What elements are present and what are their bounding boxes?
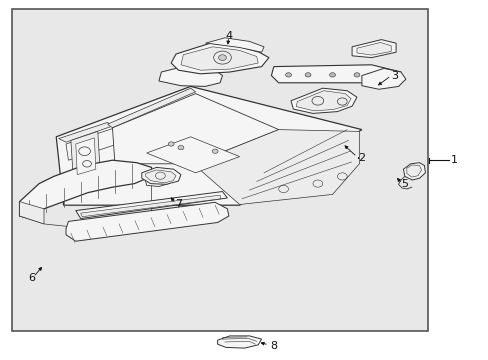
Polygon shape	[171, 43, 268, 74]
Polygon shape	[142, 167, 181, 184]
Polygon shape	[290, 88, 356, 113]
Text: 5: 5	[400, 179, 407, 189]
Circle shape	[178, 145, 183, 150]
Text: 8: 8	[269, 341, 277, 351]
Circle shape	[168, 142, 174, 146]
Polygon shape	[193, 130, 359, 204]
Circle shape	[305, 73, 310, 77]
Text: 3: 3	[390, 71, 397, 81]
Polygon shape	[217, 336, 261, 348]
Polygon shape	[159, 65, 222, 86]
Circle shape	[212, 149, 218, 153]
Polygon shape	[271, 65, 400, 83]
Polygon shape	[20, 160, 151, 218]
Polygon shape	[112, 94, 278, 164]
Circle shape	[353, 73, 359, 77]
Circle shape	[218, 55, 226, 60]
Polygon shape	[146, 137, 239, 173]
Text: 1: 1	[450, 155, 457, 165]
Polygon shape	[107, 88, 195, 128]
Polygon shape	[296, 91, 350, 111]
Circle shape	[285, 73, 291, 77]
Polygon shape	[59, 122, 112, 142]
Polygon shape	[361, 68, 405, 89]
Polygon shape	[205, 38, 264, 52]
Polygon shape	[351, 40, 395, 58]
Polygon shape	[76, 192, 227, 219]
Text: 6: 6	[28, 273, 35, 283]
Polygon shape	[66, 202, 228, 241]
Text: 2: 2	[357, 153, 365, 163]
Polygon shape	[406, 165, 421, 177]
Polygon shape	[145, 170, 176, 183]
Polygon shape	[20, 202, 44, 224]
Text: 7: 7	[175, 199, 182, 209]
Polygon shape	[81, 195, 221, 217]
Polygon shape	[66, 128, 117, 160]
Text: 4: 4	[225, 31, 233, 41]
Polygon shape	[356, 42, 390, 55]
Polygon shape	[144, 173, 171, 186]
Polygon shape	[403, 163, 425, 180]
Polygon shape	[76, 138, 96, 175]
Circle shape	[329, 73, 335, 77]
Bar	[12, 9, 427, 331]
Polygon shape	[181, 47, 258, 70]
Circle shape	[375, 73, 381, 78]
Polygon shape	[71, 131, 100, 180]
Polygon shape	[56, 86, 361, 205]
